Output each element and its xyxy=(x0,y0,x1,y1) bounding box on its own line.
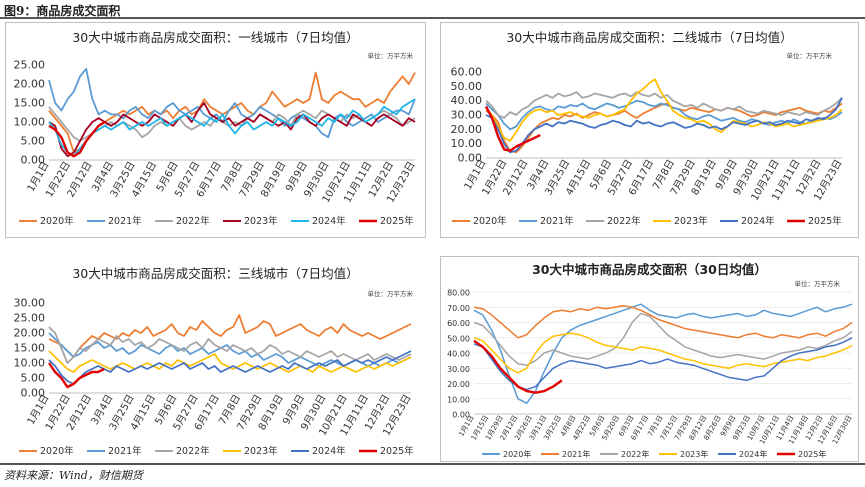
series-line-2020年 xyxy=(48,314,412,358)
legend-label: 2022年 xyxy=(621,449,649,459)
legend-label: 2022年 xyxy=(176,445,210,457)
y-tick-label: 60.00 xyxy=(451,66,483,79)
legend-label: 2024年 xyxy=(739,449,767,459)
legend-label: 2020年 xyxy=(40,215,74,227)
legend-label: 2023年 xyxy=(674,215,708,227)
y-tick-label: 15.00 xyxy=(14,342,46,355)
series-line-2022年 xyxy=(48,326,412,364)
series-line-2025年 xyxy=(48,362,105,389)
chart-panel-tier2: 30大中城市商品房成交面积：二线城市（7日均值） 单位：万平方米 60.00 50.0… xyxy=(440,22,859,238)
legend-label: 2024年 xyxy=(312,215,346,227)
series-line-2024年 xyxy=(473,337,853,391)
y-tick-label: 0.00 xyxy=(21,387,46,400)
y-tick-label: 10.00 xyxy=(447,395,470,404)
y-tick-label: 40.00 xyxy=(447,350,470,359)
y-tick-label: 50.00 xyxy=(447,334,470,343)
legend-label: 2022年 xyxy=(176,215,210,227)
unit-label: 单位：万平方米 xyxy=(368,289,414,298)
legend-label: 2022年 xyxy=(607,215,641,227)
legend-label: 2020年 xyxy=(40,445,74,457)
chart-panel-30day: 30大中城市商品房成交面积（30日均值） 单位：万平方米 80.00 70.00 60.… xyxy=(440,256,859,462)
y-tick-label: 10.00 xyxy=(451,137,483,150)
chart-title: 30大中城市商品房成交面积：二线城市（7日均值） xyxy=(506,30,792,45)
y-tick-label: 0.00 xyxy=(21,154,46,167)
series-line-2020年 xyxy=(48,71,416,154)
legend-label: 2021年 xyxy=(108,215,142,227)
legend-label: 2024年 xyxy=(312,445,346,457)
chart-svg-p4: 30大中城市商品房成交面积（30日均值） 单位：万平方米 80.00 70.00 60.… xyxy=(440,256,859,462)
legend-label: 2025年 xyxy=(380,445,414,457)
legend-label: 2020年 xyxy=(503,449,531,459)
chart-border xyxy=(5,22,426,238)
y-tick-label: 30.00 xyxy=(14,297,46,310)
legend-label: 2021年 xyxy=(562,449,590,459)
y-tick-label: 70.00 xyxy=(447,304,470,313)
series-line-2023年 xyxy=(48,102,416,158)
y-tick-label: 25.00 xyxy=(14,59,46,72)
unit-label: 单位：万平方米 xyxy=(787,51,833,60)
bottom-rule xyxy=(0,463,865,465)
y-tick-label: 10.00 xyxy=(14,357,46,370)
legend-label: 2020年 xyxy=(473,215,507,227)
y-tick-label: 60.00 xyxy=(447,319,470,328)
y-tick-label: 5.00 xyxy=(21,135,46,148)
series-line-2022年 xyxy=(473,312,853,366)
legend-label: 2023年 xyxy=(244,445,278,457)
y-tick-label: 30.00 xyxy=(451,109,483,122)
y-tick-label: 30.00 xyxy=(447,365,470,374)
y-tick-label: 15.00 xyxy=(14,97,46,110)
chart-title: 30大中城市商品房成交面积：一线城市（7日均值） xyxy=(72,30,358,45)
unit-label: 单位：万平方米 xyxy=(795,279,841,288)
unit-label: 单位：万平方米 xyxy=(368,51,414,60)
series-line-2021年 xyxy=(485,99,843,131)
y-tick-label: 40.00 xyxy=(451,94,483,107)
y-tick-label: 20.00 xyxy=(14,78,46,91)
chart-svg-p3: 30大中城市商品房成交面积：三线城市（7日均值） 单位：万平方米 30.00 25.0… xyxy=(14,266,415,457)
y-tick-label: 20.00 xyxy=(14,327,46,340)
chart-border xyxy=(440,22,859,238)
series-line-2021年 xyxy=(48,67,416,139)
series-line-2024年 xyxy=(48,98,416,158)
legend-label: 2023年 xyxy=(680,449,708,459)
y-tick-label: 20.00 xyxy=(447,380,470,389)
legend-label: 2021年 xyxy=(540,215,574,227)
y-tick-label: 50.00 xyxy=(451,80,483,93)
chart-title: 30大中城市商品房成交面积（30日均值） xyxy=(532,262,767,277)
legend-label: 2021年 xyxy=(108,445,142,457)
series-line-2023年 xyxy=(485,78,843,142)
top-rule xyxy=(0,17,865,19)
series-line-2025年 xyxy=(48,120,106,158)
y-tick-label: 10.00 xyxy=(14,116,46,129)
y-tick-label: 0.00 xyxy=(458,152,483,165)
series-line-2021年 xyxy=(473,304,853,339)
series-line-2020年 xyxy=(473,303,853,405)
source-note: 资料来源：Wind，财信期货 xyxy=(4,469,143,482)
legend-label: 2023年 xyxy=(244,215,278,227)
legend-label: 2024年 xyxy=(741,215,775,227)
series-line-2023年 xyxy=(473,332,853,374)
series-line-2025年 xyxy=(473,339,563,394)
chart-panel-tier1: 30大中城市商品房成交面积：一线城市（7日均值） 单位：万平方米 25.00 20.0… xyxy=(5,22,426,238)
series-line-2024年 xyxy=(485,97,843,154)
y-tick-label: 5.00 xyxy=(21,372,46,385)
y-tick-label: 20.00 xyxy=(451,123,483,136)
chart-svg-p2: 30大中城市商品房成交面积：二线城市（7日均值） 单位：万平方米 60.0050.0… xyxy=(440,22,859,238)
legend-label: 2025年 xyxy=(798,449,826,459)
y-tick-label: 25.00 xyxy=(14,312,46,325)
chart-border xyxy=(440,256,859,462)
series-line-2024年 xyxy=(48,350,412,385)
series-line-2022年 xyxy=(48,106,416,142)
y-tick-label: 80.00 xyxy=(447,289,470,298)
figure-title: 图9：商品房成交面积 xyxy=(4,4,121,18)
legend-label: 2025年 xyxy=(808,215,842,227)
chart-title: 30大中城市商品房成交面积：三线城市（7日均值） xyxy=(72,266,358,281)
chart-panel-tier3: 30大中城市商品房成交面积：三线城市（7日均值） 单位：万平方米 30.00 25.0… xyxy=(5,256,426,462)
y-tick-label: 0.00 xyxy=(452,411,470,420)
series-line-2025年 xyxy=(484,105,541,153)
legend-label: 2025年 xyxy=(380,215,414,227)
chart-svg-p1: 30大中城市商品房成交面积：一线城市（7日均值） 单位：万平方米 25.00 20.0… xyxy=(5,22,426,238)
